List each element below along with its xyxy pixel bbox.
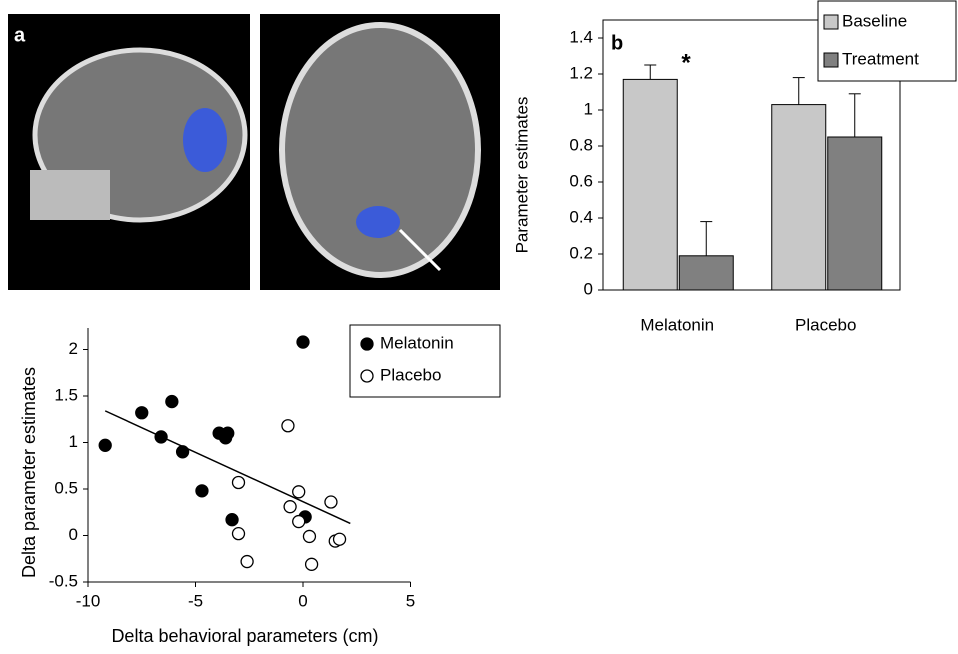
y-tick-label: 0.2 (569, 243, 593, 262)
y-axis-label: Delta parameter estimates (19, 367, 39, 578)
y-tick-label: -0.5 (49, 571, 78, 590)
point (226, 514, 238, 526)
point (136, 407, 148, 419)
legend-label: Melatonin (380, 333, 454, 352)
x-tick-label: Melatonin (640, 315, 714, 334)
annotation: * (681, 49, 691, 76)
y-tick-label: 0.8 (569, 135, 593, 154)
point (233, 528, 245, 540)
legend-label: Placebo (380, 365, 441, 384)
brain-images: a (8, 14, 500, 290)
x-tick-label: -10 (76, 591, 101, 610)
point (241, 556, 253, 568)
bar (828, 137, 882, 290)
point (282, 420, 294, 432)
point (233, 476, 245, 488)
y-tick-label: 0.6 (569, 171, 593, 190)
panel-label: b (611, 32, 623, 54)
x-tick-label: Placebo (795, 315, 856, 334)
legend-marker (361, 338, 373, 350)
legend-swatch (824, 15, 838, 29)
y-tick-label: 1.4 (569, 27, 593, 46)
point (155, 431, 167, 443)
point (303, 530, 315, 542)
figure: a 0 0.2 0.4 0.6 0.8 1 1.2 1.4 Parameter estimate… (0, 0, 958, 654)
y-tick-label: 0 (69, 525, 78, 544)
point (293, 516, 305, 528)
y-tick-label: 2 (69, 339, 78, 358)
legend-label: Treatment (842, 49, 919, 68)
x-tick-label: -5 (188, 591, 203, 610)
activation (356, 206, 400, 238)
point (306, 558, 318, 570)
legend-label: Baseline (842, 11, 907, 30)
y-tick-label: 1.5 (54, 385, 78, 404)
face-shape (30, 170, 110, 220)
panel-label: a (14, 24, 26, 46)
y-tick-label: 0.4 (569, 207, 593, 226)
point (222, 427, 234, 439)
point (284, 501, 296, 513)
bar (772, 105, 826, 290)
y-tick-label: 1 (584, 99, 593, 118)
bar (679, 256, 733, 290)
point (293, 486, 305, 498)
bar (623, 79, 677, 290)
point (297, 336, 309, 348)
point (196, 485, 208, 497)
y-tick-label: 1 (69, 432, 78, 451)
point (177, 446, 189, 458)
y-tick-label: 0.5 (54, 478, 78, 497)
activation (183, 108, 227, 172)
y-tick-label: 1.2 (569, 63, 593, 82)
point (99, 439, 111, 451)
x-axis-label: Delta behavioral parameters (cm) (111, 626, 378, 646)
y-tick-label: 0 (584, 279, 593, 298)
point (166, 396, 178, 408)
x-tick-label: 0 (298, 591, 307, 610)
point (334, 533, 346, 545)
x-tick-label: 5 (406, 591, 415, 610)
legend-swatch (824, 53, 838, 67)
point (325, 496, 337, 508)
legend-marker (361, 370, 373, 382)
y-axis-label: Parameter estimates (512, 97, 531, 254)
